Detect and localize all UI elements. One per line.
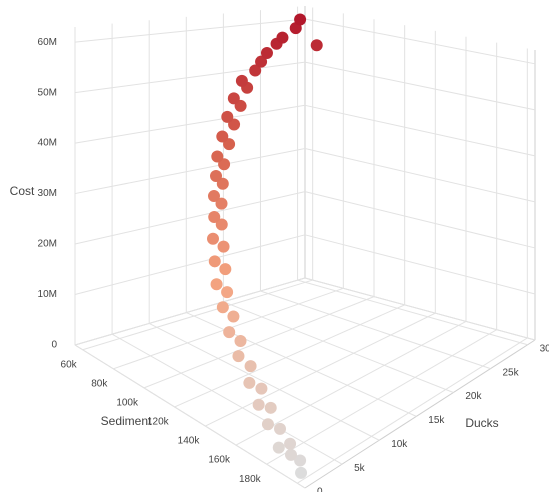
axis-line	[304, 339, 536, 489]
data-point	[210, 278, 223, 291]
data-point	[221, 110, 234, 123]
data-point	[284, 437, 297, 450]
grid-line	[74, 147, 306, 195]
data-point	[272, 441, 285, 454]
grid-line	[297, 337, 528, 484]
z-tick-label: 60M	[38, 37, 57, 48]
grid-line	[82, 279, 313, 351]
data-point	[215, 218, 228, 231]
data-point	[255, 382, 268, 395]
data-point	[210, 170, 223, 183]
grid-line	[304, 18, 536, 65]
data-point	[264, 401, 277, 414]
z-tick-label: 10M	[38, 289, 57, 300]
data-point	[227, 92, 240, 105]
grid-line	[143, 296, 375, 389]
y-axis-title: Ducks	[465, 416, 498, 430]
data-point	[216, 177, 229, 190]
grid-line	[304, 191, 536, 249]
data-point	[244, 360, 257, 373]
x-tick-label: 140k	[178, 436, 201, 447]
y-tick-label: 0	[317, 487, 323, 492]
x-tick-label: 80k	[91, 378, 108, 389]
data-point	[208, 255, 221, 268]
grid-line	[223, 301, 454, 393]
data-point	[285, 448, 298, 461]
data-point	[219, 263, 232, 276]
y-tick-label: 20k	[465, 391, 482, 402]
grid-line	[304, 147, 536, 203]
grid-line	[74, 344, 306, 489]
y-tick-label: 25k	[502, 367, 519, 378]
grid-line	[304, 234, 536, 295]
x-tick-label: 100k	[116, 398, 139, 409]
data-point	[227, 310, 240, 323]
data-point	[232, 350, 245, 363]
data-point	[216, 130, 229, 143]
grid-line	[174, 304, 405, 408]
data-point	[235, 74, 248, 87]
data-point	[260, 46, 273, 59]
data-point	[207, 190, 220, 203]
z-tick-label: 40M	[38, 138, 57, 149]
data-point	[234, 335, 247, 348]
grid-line	[148, 322, 380, 441]
data-point	[294, 454, 307, 467]
grid-line	[74, 191, 306, 245]
data-point	[249, 64, 262, 77]
grid-line	[205, 312, 436, 427]
z-axis-title: Cost	[10, 184, 35, 198]
x-tick-label: 60k	[61, 359, 78, 370]
z-tick-label: 30M	[38, 188, 57, 199]
data-point	[310, 39, 323, 52]
data-point	[207, 232, 219, 245]
z-tick-label: 0	[51, 340, 57, 351]
y-tick-label: 5k	[354, 463, 366, 474]
data-point	[276, 31, 289, 44]
grid-line	[74, 104, 306, 144]
grid-line	[111, 333, 343, 465]
grid-line	[74, 234, 306, 296]
x-tick-label: 120k	[147, 417, 170, 428]
data-point	[217, 240, 230, 253]
grid-line	[304, 277, 536, 341]
data-point	[261, 418, 274, 431]
grid-line	[304, 104, 536, 157]
data-point	[243, 376, 256, 389]
data-point	[218, 158, 231, 171]
y-tick-label: 10k	[391, 439, 408, 450]
data-point	[215, 197, 228, 210]
data-point	[208, 210, 221, 223]
grid-line	[74, 61, 306, 94]
data-point	[223, 326, 236, 339]
y-tick-label: 30k	[540, 343, 549, 354]
grid-line	[260, 290, 491, 370]
data-point	[221, 286, 234, 299]
grid-line	[74, 277, 306, 346]
grid-line	[266, 329, 497, 465]
data-point	[295, 466, 308, 479]
z-tick-label: 50M	[38, 87, 57, 98]
grid-line	[297, 279, 528, 346]
y-tick-label: 15k	[428, 415, 445, 426]
data-point	[294, 13, 307, 26]
x-tick-label: 180k	[239, 474, 262, 485]
grid-line	[74, 18, 306, 43]
data-point	[255, 55, 268, 68]
x-tick-label: 160k	[208, 455, 231, 466]
z-tick-label: 20M	[38, 239, 57, 250]
x-axis-title: Sediment	[101, 414, 152, 428]
grid-line	[304, 61, 536, 111]
data-point	[274, 422, 287, 435]
grid-line	[235, 320, 467, 446]
data-point	[216, 301, 229, 314]
data-point	[252, 398, 265, 411]
data-point	[211, 150, 224, 163]
